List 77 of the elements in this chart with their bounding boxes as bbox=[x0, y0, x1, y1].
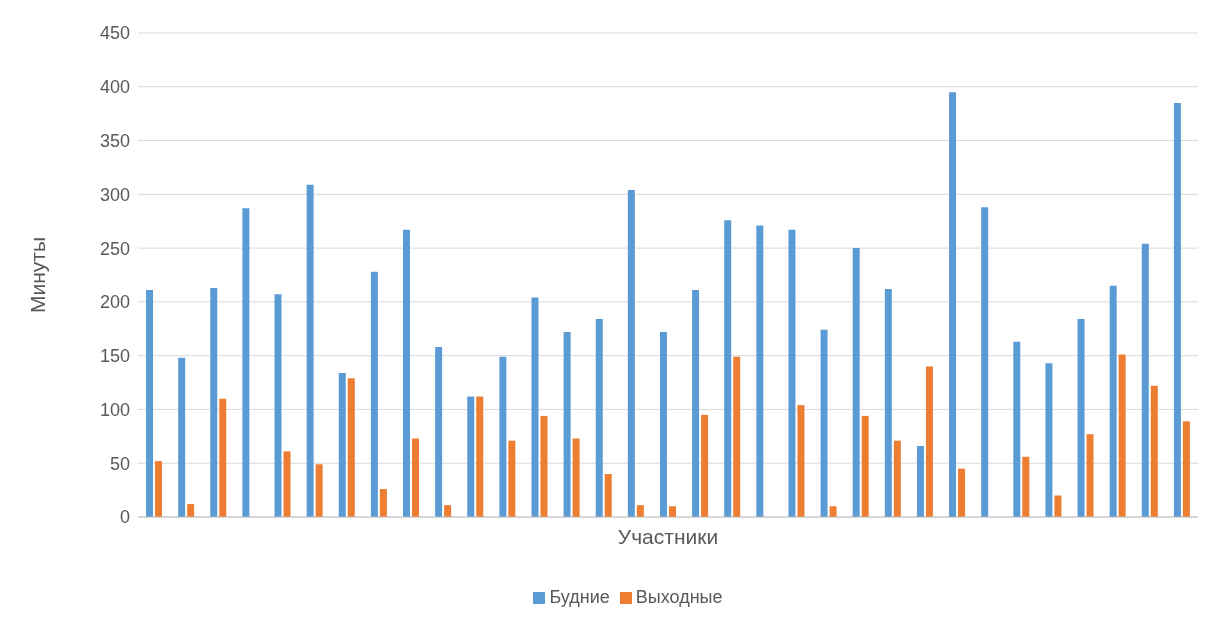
y-tick-label: 250 bbox=[99, 238, 130, 259]
bar bbox=[435, 347, 443, 517]
bar bbox=[701, 414, 709, 517]
bar bbox=[1173, 102, 1181, 517]
bar bbox=[219, 398, 227, 517]
bar bbox=[338, 372, 346, 517]
bar bbox=[531, 297, 539, 517]
x-axis-title: Участники bbox=[617, 524, 719, 548]
bar bbox=[412, 438, 419, 517]
bar bbox=[724, 220, 732, 517]
bar bbox=[604, 473, 612, 517]
bar bbox=[668, 506, 676, 517]
bar bbox=[884, 288, 892, 517]
bar bbox=[893, 440, 901, 517]
bar bbox=[444, 505, 452, 517]
y-tick-label: 200 bbox=[99, 292, 130, 313]
bar bbox=[1118, 354, 1126, 517]
bar bbox=[861, 415, 869, 517]
y-tick-label: 450 bbox=[99, 23, 130, 44]
bar bbox=[949, 92, 957, 517]
bar bbox=[476, 396, 484, 517]
bar bbox=[788, 229, 796, 517]
y-tick-label: 100 bbox=[99, 399, 130, 420]
bar bbox=[636, 505, 644, 517]
bar bbox=[820, 329, 828, 517]
bar bbox=[315, 464, 323, 517]
bar bbox=[733, 356, 741, 517]
bar bbox=[187, 504, 195, 517]
bar bbox=[1054, 495, 1062, 517]
bar bbox=[1109, 285, 1117, 517]
legend-label: Выходные bbox=[635, 587, 723, 607]
y-tick-label: 0 bbox=[119, 507, 130, 528]
bar bbox=[403, 229, 410, 517]
y-tick-label: 400 bbox=[99, 77, 130, 98]
bar bbox=[1086, 434, 1094, 517]
bar bbox=[274, 294, 282, 517]
bar bbox=[347, 378, 355, 517]
bar bbox=[540, 415, 548, 517]
bar bbox=[467, 396, 475, 517]
bar bbox=[1141, 243, 1149, 517]
bar bbox=[595, 319, 603, 517]
bar bbox=[283, 451, 291, 517]
y-tick-label: 50 bbox=[109, 453, 130, 474]
y-tick-label: 300 bbox=[99, 184, 130, 205]
y-axis-title: Минуты bbox=[26, 236, 50, 314]
bar bbox=[1077, 319, 1085, 517]
bar bbox=[306, 184, 314, 517]
bar bbox=[958, 468, 966, 517]
bar bbox=[508, 440, 516, 517]
bar bbox=[1182, 421, 1190, 517]
bar bbox=[627, 190, 635, 517]
bar bbox=[981, 207, 989, 517]
bar bbox=[1013, 341, 1021, 517]
bar bbox=[756, 225, 764, 517]
bar bbox=[829, 506, 837, 517]
bar bbox=[1045, 363, 1053, 517]
bar bbox=[852, 248, 860, 517]
bar bbox=[797, 405, 805, 517]
bar bbox=[563, 332, 571, 517]
bar bbox=[925, 366, 933, 517]
bar bbox=[499, 356, 507, 517]
y-tick-label: 350 bbox=[99, 130, 130, 151]
bar bbox=[659, 332, 667, 517]
bar bbox=[210, 287, 218, 517]
bar bbox=[692, 290, 700, 517]
bar bbox=[146, 290, 154, 517]
bar bbox=[1150, 385, 1158, 517]
bar bbox=[379, 489, 387, 517]
bar bbox=[155, 461, 163, 517]
legend-label: Будние bbox=[549, 587, 610, 607]
bar bbox=[572, 438, 580, 517]
bar bbox=[1022, 456, 1030, 517]
bar bbox=[370, 271, 378, 517]
bar bbox=[242, 208, 250, 517]
bar bbox=[178, 357, 186, 517]
y-tick-label: 150 bbox=[99, 346, 130, 367]
bar bbox=[916, 446, 924, 517]
